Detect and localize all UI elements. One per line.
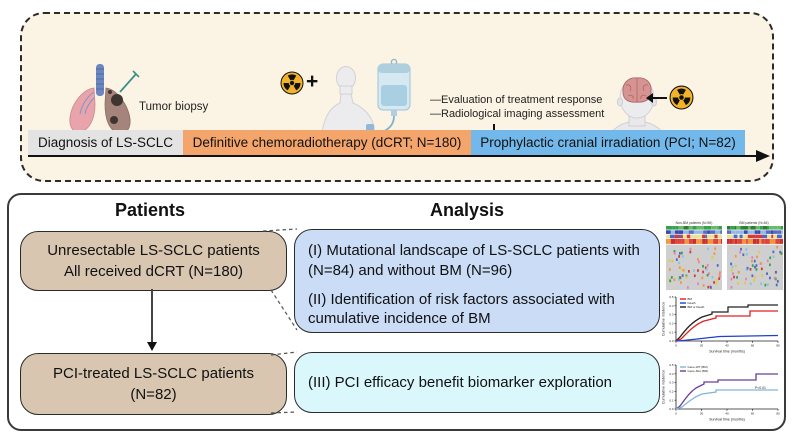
- svg-text:20: 20: [700, 344, 704, 348]
- svg-text:0.3: 0.3: [669, 381, 674, 385]
- iv-drip-icon: [362, 58, 411, 144]
- svg-text:0.2: 0.2: [669, 322, 674, 326]
- oncoprint-thumbnail: Non-BM patients (N=96) BM patients (N=84…: [666, 221, 783, 290]
- analysis-item-2: (II) Identification of risk factors asso…: [308, 290, 615, 328]
- timeline-arrow-head: [756, 150, 770, 162]
- lungs-tumor-biopsy-icon: [69, 64, 140, 134]
- annotation-evaluation: —Evaluation of treatment response: [430, 94, 603, 106]
- svg-text:0.4: 0.4: [669, 304, 674, 308]
- svg-text:0.5: 0.5: [669, 295, 674, 299]
- svg-text:BM or Death: BM or Death: [688, 305, 705, 309]
- patient-box-dcrt: Unresectable LS-SCLC patients All receiv…: [20, 231, 287, 291]
- tumor-biopsy-label: Tumor biopsy: [139, 101, 209, 113]
- svg-text:Gene-Mut (BM): Gene-Mut (BM): [688, 369, 709, 373]
- svg-text:0.3: 0.3: [669, 313, 674, 317]
- svg-text:60: 60: [751, 412, 755, 416]
- analysis-item-3: (III) PCI efficacy benefit biomarker exp…: [308, 373, 613, 391]
- radiation-icon: [669, 85, 694, 110]
- annotation-radiological: —Radiological imaging assessment: [430, 108, 605, 120]
- svg-text:40: 40: [725, 412, 729, 416]
- patient-box-line: PCI-treated LS-SCLC patients: [53, 365, 254, 382]
- cumulative-incidence-plot: 0.0 0.1 0.2 0.3 0.4 0.5 0 20 40 60 80 Survival tim…: [662, 363, 780, 422]
- patient-box-line: (N=82): [130, 386, 177, 403]
- svg-text:80: 80: [776, 344, 780, 348]
- svg-text:40: 40: [725, 344, 729, 348]
- analysis-header: Analysis: [429, 200, 505, 220]
- svg-text:0: 0: [675, 344, 677, 348]
- svg-text:0.0: 0.0: [669, 407, 674, 411]
- svg-text:BM: BM: [688, 297, 693, 301]
- svg-text:20: 20: [700, 412, 704, 416]
- svg-text:60: 60: [751, 344, 755, 348]
- pci-arrow-head: [646, 93, 653, 103]
- svg-text:80: 80: [776, 412, 780, 416]
- svg-text:0.4: 0.4: [669, 372, 674, 376]
- pci-arrow: [652, 97, 667, 99]
- oncoprint-right-title: BM patients (N=84): [739, 221, 768, 225]
- patient-box-line: Unresectable LS-SCLC patients: [47, 242, 260, 259]
- svg-text:0.1: 0.1: [669, 398, 674, 402]
- patient-box-pci: PCI-treated LS-SCLC patients (N=82): [20, 353, 287, 415]
- patient-box-line: All received dCRT (N=180): [63, 263, 244, 280]
- analysis-item-1: (I) Mutational landscape of LS-SCLC pati…: [308, 242, 640, 279]
- svg-text:0.2: 0.2: [669, 390, 674, 394]
- patients-header: Patients: [114, 200, 186, 220]
- oncoprint-left-title: Non-BM patients (N=96): [676, 221, 713, 225]
- p-value-annotation: P<0.01: [755, 386, 766, 390]
- x-axis-label: Survival time (months): [709, 350, 745, 354]
- svg-text:Death: Death: [688, 301, 696, 305]
- analysis-box-mutational: (I) Mutational landscape of LS-SCLC pati…: [294, 229, 660, 333]
- timeline-axis: [28, 155, 758, 157]
- cumulative-incidence-plot: 0.0 0.1 0.2 0.3 0.4 0.5 0 20 40 60 80 Survival tim…: [662, 295, 780, 354]
- timeline-segment-dcrt: Definitive chemoradiotherapy (dCRT; N=18…: [183, 130, 471, 156]
- svg-text:0.1: 0.1: [669, 330, 674, 334]
- analysis-box-pci-biomarker: (III) PCI efficacy benefit biomarker exp…: [294, 352, 660, 413]
- timeline-segment-diagnosis: Diagnosis of LS-SCLC: [28, 130, 183, 156]
- y-axis-label: Cumulative incidence: [662, 370, 666, 404]
- patient-flow-arrow: [151, 289, 153, 345]
- y-axis-label: Cumulative incidence: [662, 302, 666, 336]
- svg-text:Gene-WT (BM): Gene-WT (BM): [688, 365, 708, 369]
- x-axis-label: Survival time (months): [709, 418, 745, 422]
- radiation-icon: [280, 71, 304, 95]
- plus-sign: +: [306, 70, 319, 93]
- svg-text:0: 0: [675, 412, 677, 416]
- patient-flow-arrow-head: [147, 342, 157, 351]
- svg-text:0.0: 0.0: [669, 339, 674, 343]
- svg-text:0.5: 0.5: [669, 363, 674, 367]
- timeline-segment-pci: Prophylactic cranial irradiation (PCI; N…: [471, 130, 745, 156]
